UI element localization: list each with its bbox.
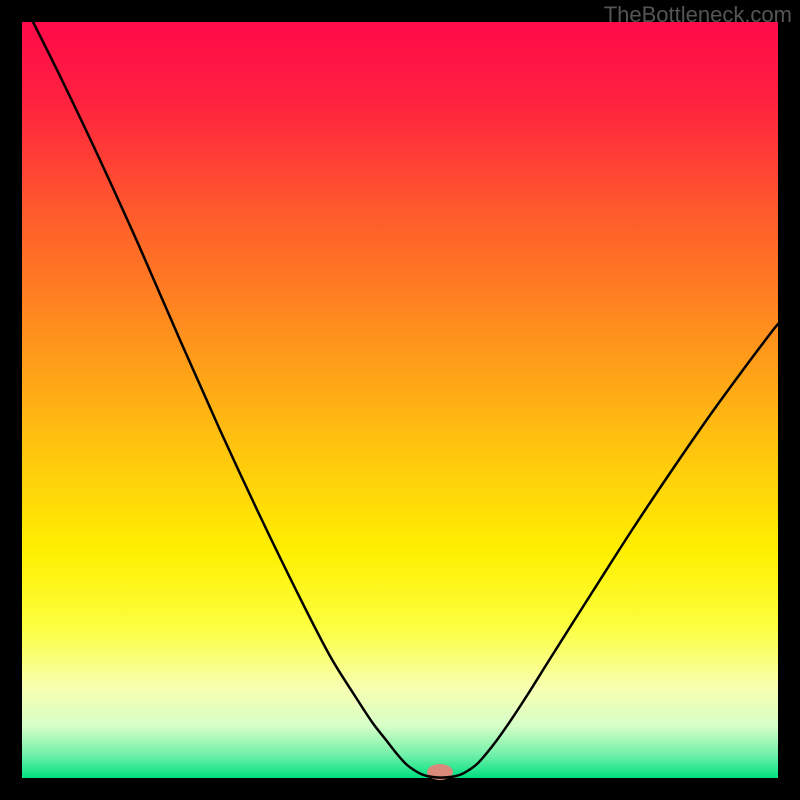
plot-background	[22, 22, 778, 778]
bottleneck-chart	[0, 0, 800, 800]
watermark-text: TheBottleneck.com	[604, 2, 792, 28]
chart-container: TheBottleneck.com	[0, 0, 800, 800]
